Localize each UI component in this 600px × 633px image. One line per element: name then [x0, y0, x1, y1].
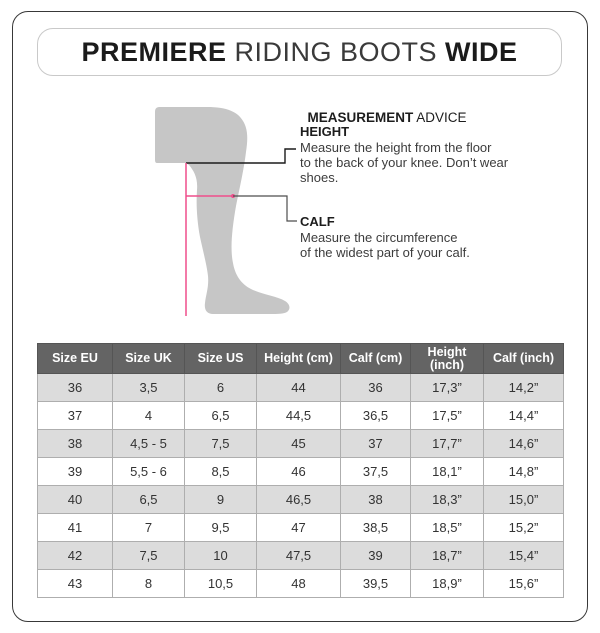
height-instructions: Measure the height from the floor to the…	[300, 140, 508, 185]
table-cell: 10	[184, 541, 257, 570]
table-cell: 37	[37, 401, 113, 430]
column-header: Size US	[184, 343, 257, 374]
table-cell: 9	[184, 485, 257, 514]
table-cell: 17,3”	[410, 373, 484, 402]
table-cell: 9,5	[184, 513, 257, 542]
table-cell: 39,5	[340, 569, 411, 598]
table-cell: 7,5	[184, 429, 257, 458]
calf-label: CALF	[300, 214, 335, 229]
table-cell: 14,8”	[483, 457, 564, 486]
table-cell: 43	[37, 569, 113, 598]
page-title-bold-left: PREMIERE	[81, 36, 227, 67]
table-cell: 8	[112, 569, 185, 598]
table-cell: 6,5	[112, 485, 185, 514]
table-cell: 15,2”	[483, 513, 564, 542]
table-cell: 15,0”	[483, 485, 564, 514]
table-cell: 18,5”	[410, 513, 484, 542]
table-row: 40 6,5 9 46,5 38 18,3” 15,0”	[37, 485, 564, 514]
table-cell: 36	[37, 373, 113, 402]
column-header: Size UK	[112, 343, 185, 374]
table-cell: 37	[340, 429, 411, 458]
table-cell: 7	[112, 513, 185, 542]
page-title-bold-right: WIDE	[445, 36, 518, 67]
table-cell: 18,1”	[410, 457, 484, 486]
table-cell: 47,5	[256, 541, 341, 570]
table-cell: 38	[37, 429, 113, 458]
table-cell: 6	[184, 373, 257, 402]
table-cell: 37,5	[340, 457, 411, 486]
table-row: 37 4 6,5 44,5 36,5 17,5” 14,4”	[37, 401, 564, 430]
leg-silhouette-icon	[155, 107, 290, 314]
table-cell: 18,9”	[410, 569, 484, 598]
table-row: 41 7 9,5 47 38,5 18,5” 15,2”	[37, 513, 564, 542]
column-header: Size EU	[37, 343, 113, 374]
table-row: 39 5,5 - 6 8,5 46 37,5 18,1” 14,8”	[37, 457, 564, 486]
table-row: 42 7,5 10 47,5 39 18,7” 15,4”	[37, 541, 564, 570]
table-cell: 4,5 - 5	[112, 429, 185, 458]
table-cell: 41	[37, 513, 113, 542]
table-row: 43 8 10,5 48 39,5 18,9” 15,6”	[37, 569, 564, 598]
table-cell: 38	[340, 485, 411, 514]
measurement-advice-heading-regular: ADVICE	[413, 110, 467, 125]
table-cell: 15,6”	[483, 569, 564, 598]
table-cell: 36	[340, 373, 411, 402]
table-cell: 47	[256, 513, 341, 542]
table-cell: 42	[37, 541, 113, 570]
table-cell: 10,5	[184, 569, 257, 598]
calf-instructions-line: Measure the circumference	[300, 230, 458, 245]
table-cell: 15,4”	[483, 541, 564, 570]
table-cell: 46	[256, 457, 341, 486]
height-instructions-line: to the back of your knee. Don’t wear	[300, 155, 509, 170]
table-cell: 46,5	[256, 485, 341, 514]
table-cell: 7,5	[112, 541, 185, 570]
table-cell: 17,7”	[410, 429, 484, 458]
table-cell: 14,6”	[483, 429, 564, 458]
table-cell: 45	[256, 429, 341, 458]
table-body: 36 3,5 6 44 36 17,3” 14,2” 37 4 6,5 44,5 36,5 17,5” 1…	[37, 373, 564, 598]
calf-label-connector-line	[233, 195, 297, 222]
table-cell: 38,5	[340, 513, 411, 542]
column-header: Height (cm)	[256, 343, 341, 374]
height-knee-connector-line	[186, 148, 296, 164]
height-instructions-line: Measure the height from the floor	[300, 140, 492, 155]
table-cell: 3,5	[112, 373, 185, 402]
calf-instructions-line: of the widest part of your calf.	[300, 245, 470, 260]
table-cell: 44,5	[256, 401, 341, 430]
measurement-advice-heading-bold: MEASUREMENT	[307, 110, 414, 125]
table-cell: 44	[256, 373, 341, 402]
table-row: 36 3,5 6 44 36 17,3” 14,2”	[37, 373, 564, 402]
title-banner: PREMIERE RIDING BOOTS WIDE	[37, 28, 562, 76]
table-cell: 4	[112, 401, 185, 430]
table-cell: 48	[256, 569, 341, 598]
table-cell: 5,5 - 6	[112, 457, 185, 486]
table-cell: 14,2”	[483, 373, 564, 402]
boot-leg-diagram	[155, 107, 297, 316]
column-header: Calf (cm)	[340, 343, 411, 374]
table-cell: 40	[37, 485, 113, 514]
table-cell: 6,5	[184, 401, 257, 430]
table-row: 38 4,5 - 5 7,5 45 37 17,7” 14,6”	[37, 429, 564, 458]
height-instructions-line: shoes.	[300, 170, 339, 185]
table-cell: 36,5	[340, 401, 411, 430]
table-header-row: Size EU Size UK Size US Height (cm) Calf (cm…	[37, 343, 564, 374]
table-cell: 17,5”	[410, 401, 484, 430]
table-cell: 18,7”	[410, 541, 484, 570]
table-cell: 14,4”	[483, 401, 564, 430]
page-title-regular: RIDING BOOTS	[226, 36, 446, 67]
column-header: Calf (inch)	[483, 343, 564, 374]
table-cell: 39	[340, 541, 411, 570]
column-header: Height (inch)	[410, 343, 484, 374]
size-chart-table: Size EU Size UK Size US Height (cm) Calf (cm…	[37, 343, 564, 598]
calf-instructions: Measure the circumference of the widest …	[300, 230, 470, 260]
table-cell: 18,3”	[410, 485, 484, 514]
table-cell: 8,5	[184, 457, 257, 486]
height-label: HEIGHT	[300, 124, 350, 139]
measurement-advice-heading: MEASUREMENT ADVICE	[300, 95, 467, 125]
table-cell: 39	[37, 457, 113, 486]
